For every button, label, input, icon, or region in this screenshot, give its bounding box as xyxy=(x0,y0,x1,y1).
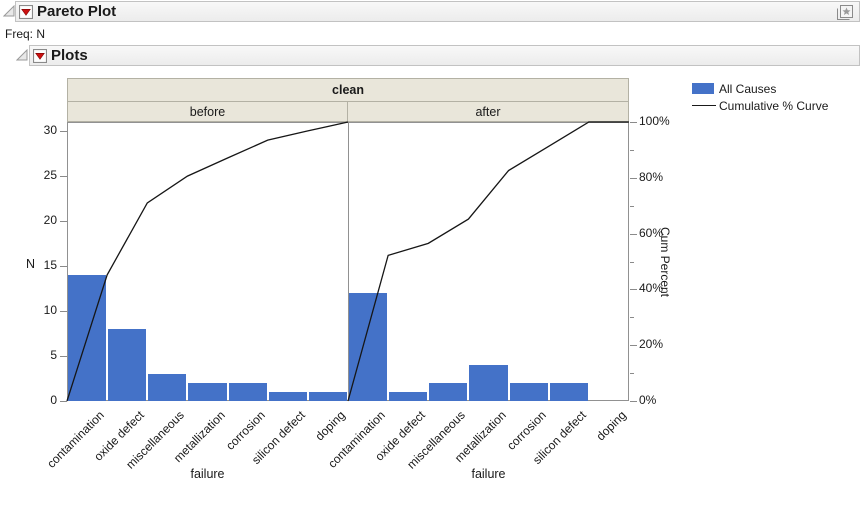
disclosure-triangle-icon[interactable] xyxy=(3,5,15,17)
group-band-clean: clean xyxy=(67,78,629,102)
y-axis-tick-label: 15 xyxy=(43,258,57,272)
percent-axis-tick-label: 0% xyxy=(639,393,657,407)
layered-window-star-icon xyxy=(836,4,853,20)
panel-label: before xyxy=(189,104,226,119)
y-axis-title-right: Cum Percent xyxy=(658,226,672,297)
percent-axis-tick xyxy=(630,289,637,291)
y-axis-tick-label: 0 xyxy=(50,393,57,407)
bar-before-oxide-defect[interactable] xyxy=(108,329,147,401)
x-axis-title: failure xyxy=(190,467,225,481)
bar-after-silicon-defect[interactable] xyxy=(549,383,588,401)
report-title: Pareto Plot xyxy=(37,3,117,20)
percent-axis-tick xyxy=(630,373,634,375)
pin-report-button[interactable] xyxy=(833,3,855,21)
red-triangle-menu-icon[interactable] xyxy=(33,48,47,63)
panel-band-after: after xyxy=(347,101,629,122)
percent-axis-tick xyxy=(630,401,637,402)
legend-label: All Causes xyxy=(719,81,777,96)
bar-before-doping[interactable] xyxy=(308,392,347,401)
y-axis-tick xyxy=(60,311,67,312)
y-axis-tick-label: 10 xyxy=(43,303,57,317)
y-axis-tick-label: 20 xyxy=(43,213,57,227)
y-axis-tick xyxy=(60,176,67,177)
bar-swatch-icon xyxy=(692,83,714,94)
y-axis-tick xyxy=(60,401,67,402)
panel-band-before: before xyxy=(67,101,348,122)
red-triangle-menu-icon[interactable] xyxy=(19,4,33,19)
plots-section-header: Plots xyxy=(29,45,860,66)
percent-axis-tick-label: 40% xyxy=(639,281,664,296)
x-axis-title: failure xyxy=(471,467,506,481)
line-swatch-icon xyxy=(692,105,716,106)
bar-before-miscellaneous[interactable] xyxy=(148,374,187,401)
percent-axis-tick xyxy=(630,122,637,123)
panel-divider xyxy=(348,122,349,401)
percent-axis-tick-label: 80% xyxy=(639,169,664,184)
cumulative-curve-before xyxy=(66,121,349,402)
disclosure-triangle-icon[interactable] xyxy=(16,49,28,61)
legend: All Causes Cumulative % Curve xyxy=(692,80,828,114)
group-band-label: clean xyxy=(332,83,364,97)
bar-after-metallization[interactable] xyxy=(469,365,508,401)
percent-axis-tick xyxy=(630,261,634,263)
legend-item-all-causes: All Causes xyxy=(692,80,828,97)
pareto-chart: clean before after 0 5 10 15 20 25 30 0% 20% 40% 6… xyxy=(0,75,861,490)
bar-after-oxide-defect[interactable] xyxy=(389,392,428,401)
percent-axis-tick xyxy=(630,205,634,207)
y-axis-tick-label: 30 xyxy=(43,123,57,137)
cumulative-curve-overlay xyxy=(66,121,629,402)
bar-before-corrosion[interactable] xyxy=(228,383,267,401)
y-axis-tick-label: 5 xyxy=(50,348,57,362)
y-axis-title-left: N xyxy=(26,257,36,271)
percent-axis-tick-label: 20% xyxy=(639,337,664,352)
legend-item-cumulative-curve: Cumulative % Curve xyxy=(692,97,828,114)
y-axis-tick xyxy=(60,131,67,132)
pareto-plot-header: Pareto Plot xyxy=(15,1,860,22)
freq-role-label: Freq: N xyxy=(5,27,46,41)
bar-after-contamination[interactable] xyxy=(349,293,388,401)
percent-axis-tick-label: 60% xyxy=(639,225,664,240)
y-axis-tick xyxy=(60,266,67,267)
percent-axis-tick xyxy=(630,149,634,151)
percent-axis-tick xyxy=(630,317,634,319)
bar-before-silicon-defect[interactable] xyxy=(268,392,307,401)
y-axis-tick xyxy=(60,356,67,357)
bar-after-corrosion[interactable] xyxy=(509,383,548,401)
y-axis-tick-label: 25 xyxy=(43,168,57,182)
legend-label: Cumulative % Curve xyxy=(719,98,829,113)
percent-axis-tick-label: 100% xyxy=(639,114,670,128)
y-axis-tick xyxy=(60,221,67,222)
panel-label: after xyxy=(475,104,501,119)
cumulative-curve-after xyxy=(347,121,629,402)
section-title: Plots xyxy=(51,47,88,64)
bar-after-miscellaneous[interactable] xyxy=(429,383,468,401)
percent-axis-tick xyxy=(630,345,637,347)
percent-axis-tick xyxy=(630,177,637,179)
bar-before-metallization[interactable] xyxy=(188,383,227,401)
percent-axis-tick xyxy=(630,233,637,235)
